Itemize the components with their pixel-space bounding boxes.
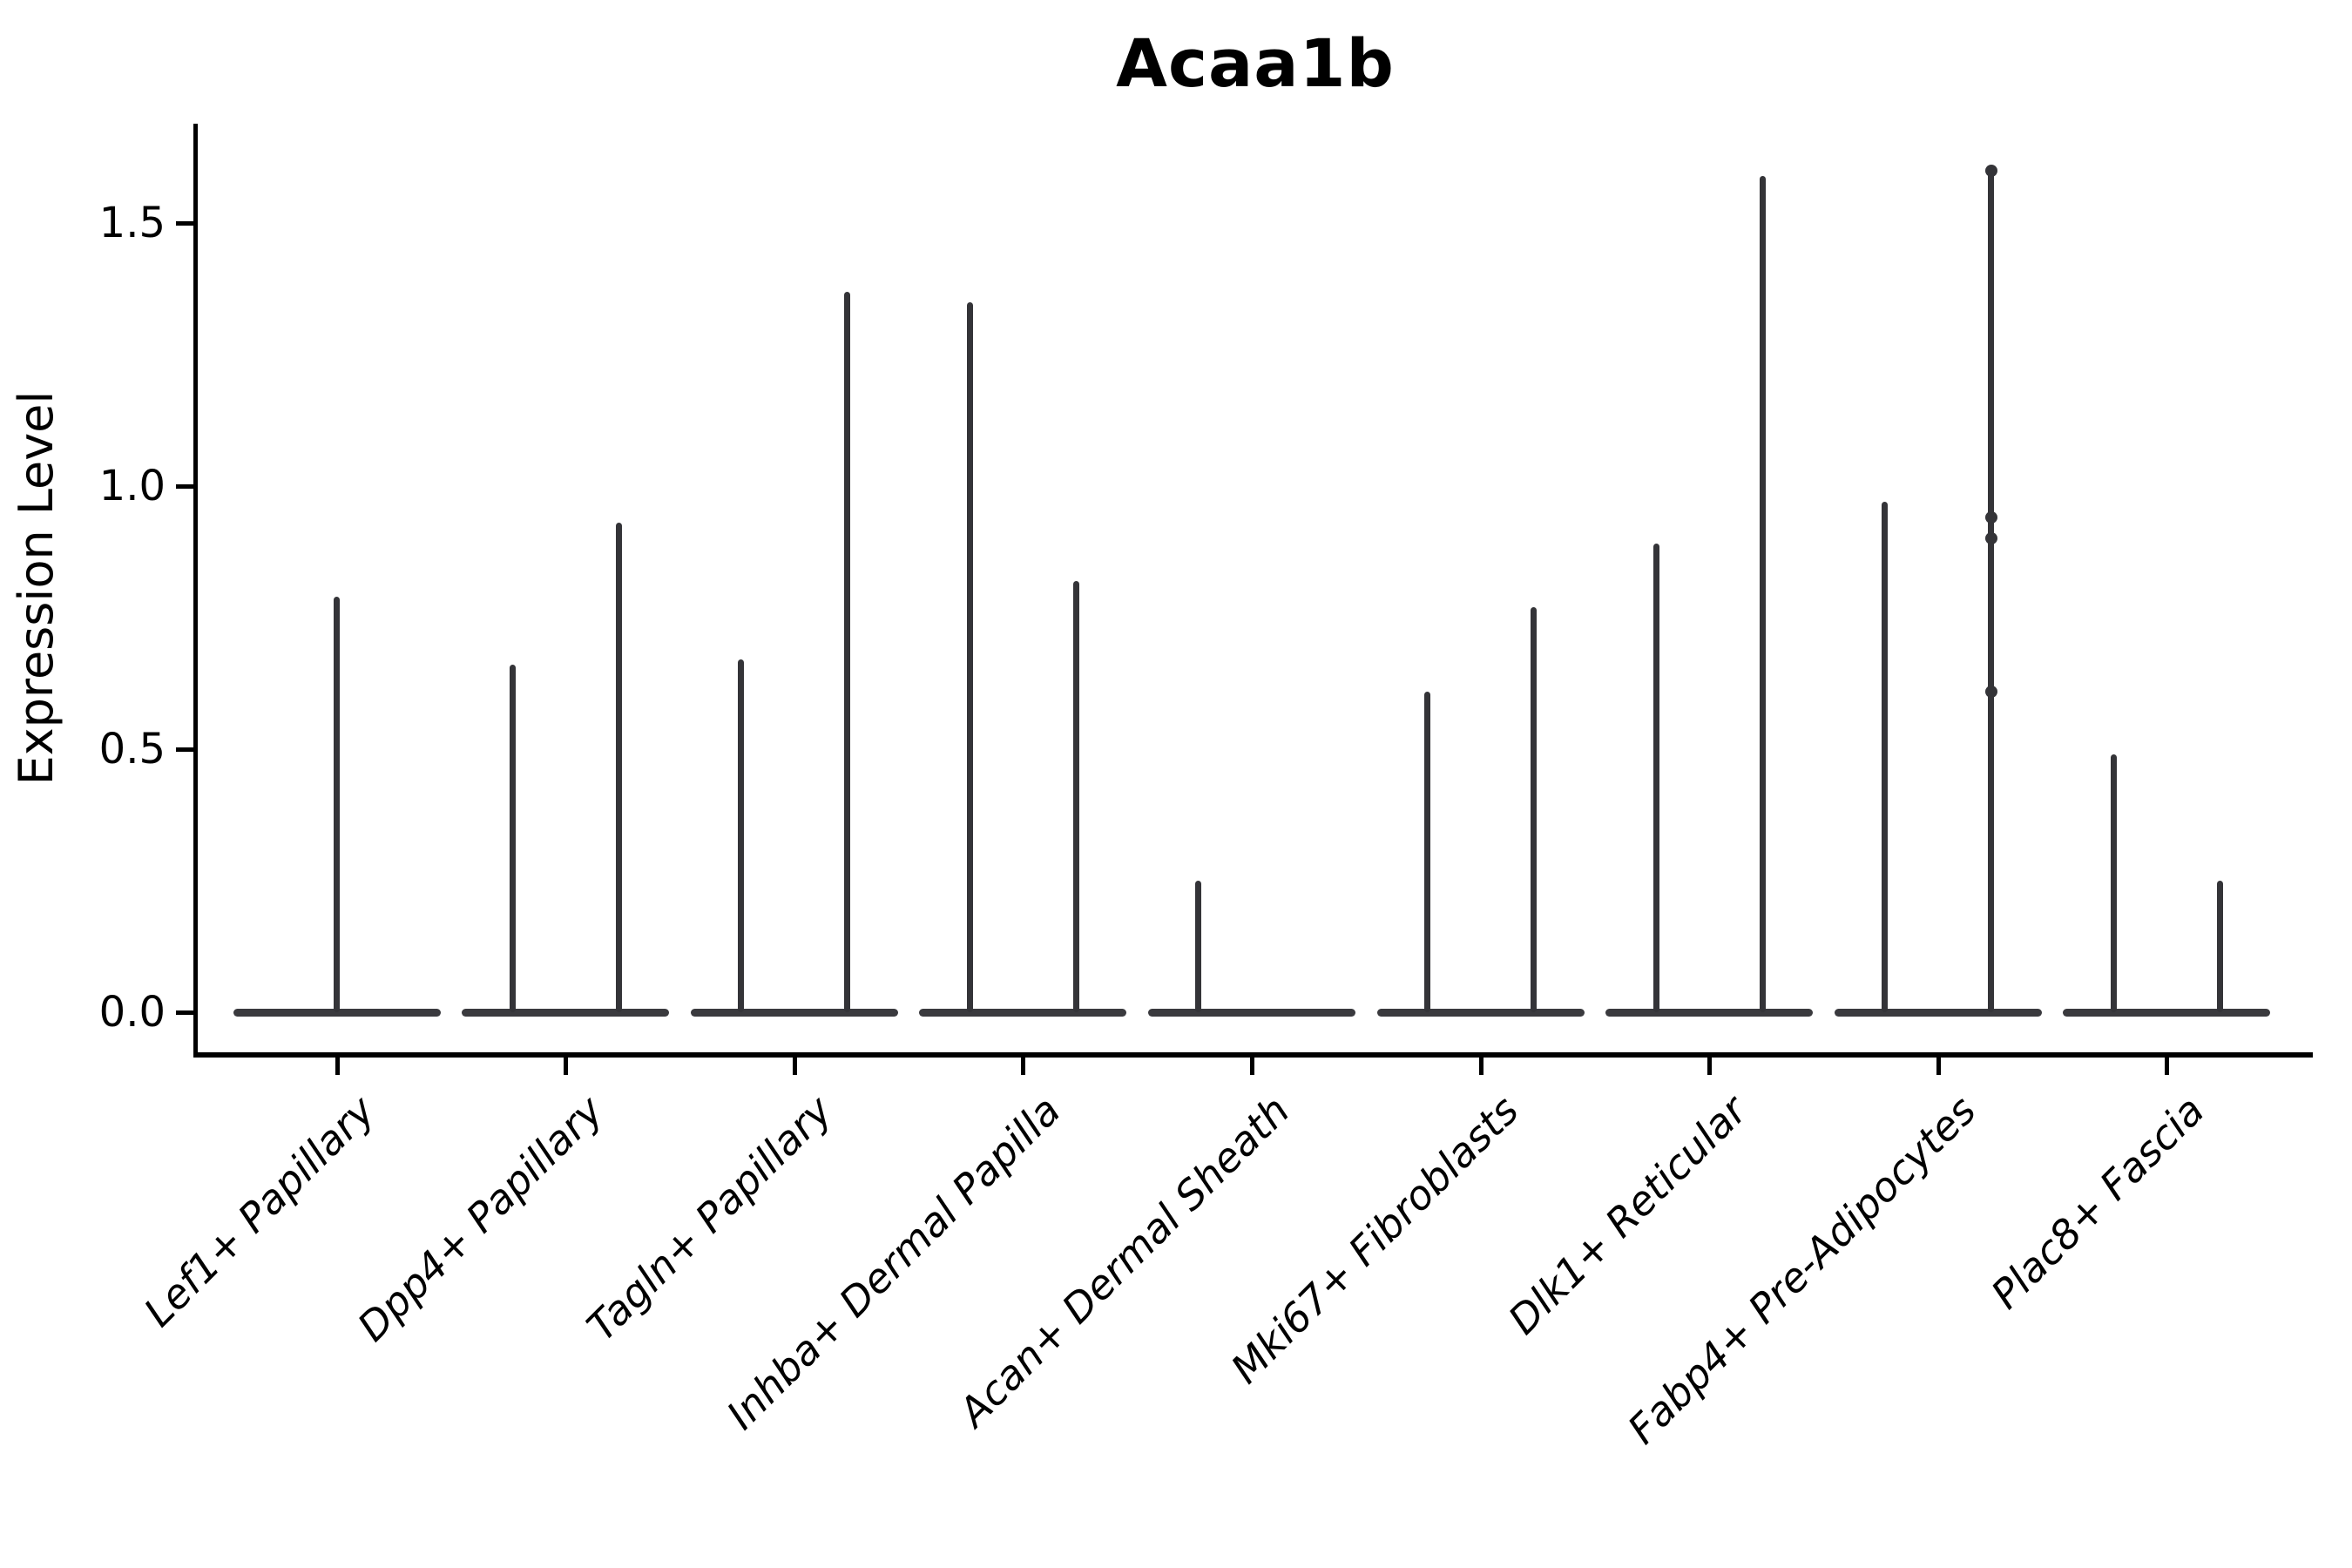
y-tick-label: 1.5 — [98, 199, 166, 247]
violin-spike — [509, 665, 516, 1012]
violin-spike — [1882, 502, 1889, 1012]
violin-spike — [1759, 175, 1766, 1012]
violin-body — [690, 1008, 898, 1017]
y-axis-spine — [193, 124, 198, 1052]
x-tick-mark — [1707, 1058, 1713, 1075]
y-tick-mark — [176, 221, 193, 226]
violin-spike — [2110, 754, 2117, 1012]
jitter-point — [1984, 164, 1997, 177]
jitter-point — [1984, 532, 1997, 545]
x-tick-mark — [1021, 1058, 1026, 1075]
x-tick-mark — [1249, 1058, 1254, 1075]
chart-title: Acaa1b — [1116, 24, 1395, 102]
jitter-point — [1984, 511, 1997, 524]
violin-spike — [844, 291, 851, 1012]
violin-spike — [1072, 580, 1079, 1012]
x-tick-mark — [564, 1058, 569, 1075]
y-axis-label: Expression Level — [9, 390, 64, 786]
violin-spike — [1531, 606, 1537, 1012]
y-tick-label: 0.0 — [98, 988, 166, 1037]
y-tick-mark — [176, 747, 193, 752]
y-tick-mark — [176, 484, 193, 489]
violin-body — [1605, 1008, 1814, 1017]
x-tick-mark — [2165, 1058, 2170, 1075]
violin-body — [919, 1008, 1127, 1017]
violin-spike — [334, 596, 340, 1012]
violin-spike — [1988, 165, 1995, 1012]
violin-spike — [2216, 881, 2223, 1012]
violin-spike — [1652, 544, 1659, 1012]
violin-spike — [1424, 691, 1430, 1012]
y-tick-label: 1.0 — [98, 462, 166, 510]
x-tick-mark — [1478, 1058, 1484, 1075]
violin-spike — [615, 523, 622, 1012]
violin-spike — [966, 301, 973, 1012]
x-axis-spine — [193, 1052, 2313, 1058]
x-tick-mark — [1936, 1058, 1941, 1075]
violin-body — [1834, 1008, 2042, 1017]
y-tick-label: 0.5 — [98, 725, 166, 774]
violin-spike — [738, 659, 745, 1012]
x-tick-mark — [792, 1058, 797, 1075]
violin-body — [462, 1008, 670, 1017]
y-tick-mark — [176, 1010, 193, 1015]
jitter-point — [1984, 685, 1997, 698]
violin-body — [1147, 1008, 1355, 1017]
violin-body — [2063, 1008, 2271, 1017]
x-tick-mark — [335, 1058, 340, 1075]
violin-spike — [1195, 881, 1202, 1012]
violin-body — [1376, 1008, 1585, 1017]
violin-body — [233, 1008, 441, 1017]
